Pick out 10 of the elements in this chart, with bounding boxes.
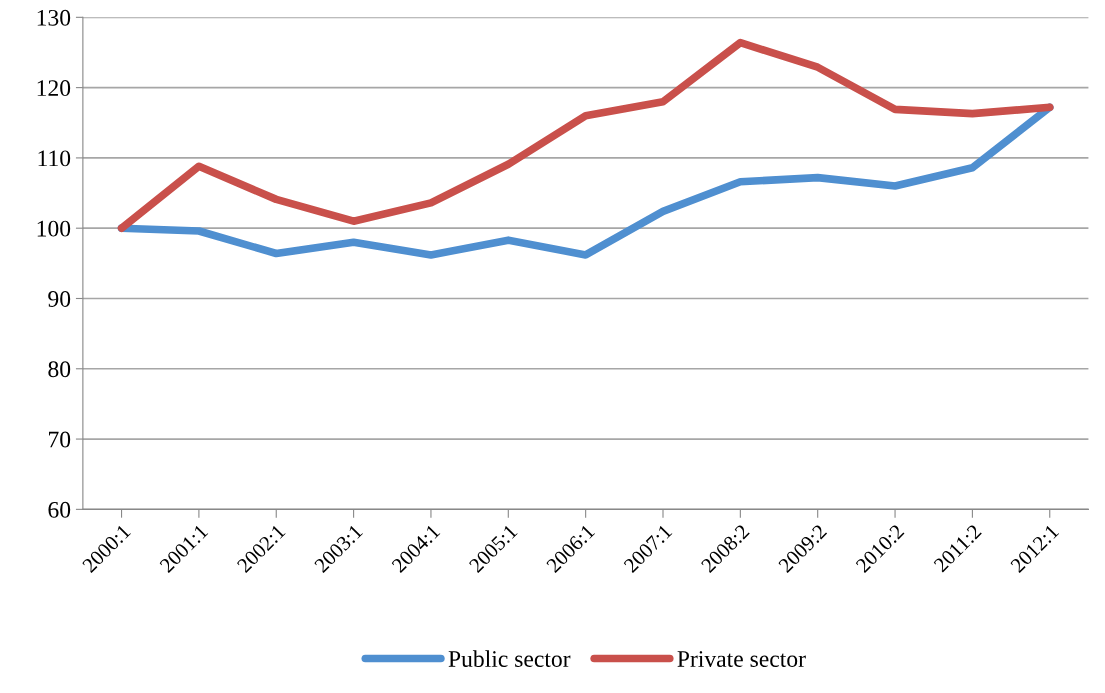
y-tick-label: 60: [48, 501, 71, 518]
y-tick-label: 100: [37, 220, 71, 237]
y-tick-label: 70: [49, 431, 71, 448]
y-tick-label: 120: [37, 80, 71, 97]
y-tick-label: 130: [37, 9, 71, 26]
y-tick-label: 80: [48, 361, 71, 378]
legend-label: Public sector: [448, 650, 571, 667]
legend-label: Private sector: [677, 651, 806, 667]
y-tick-label: 110: [38, 150, 71, 167]
y-tick-label: 90: [48, 290, 71, 307]
